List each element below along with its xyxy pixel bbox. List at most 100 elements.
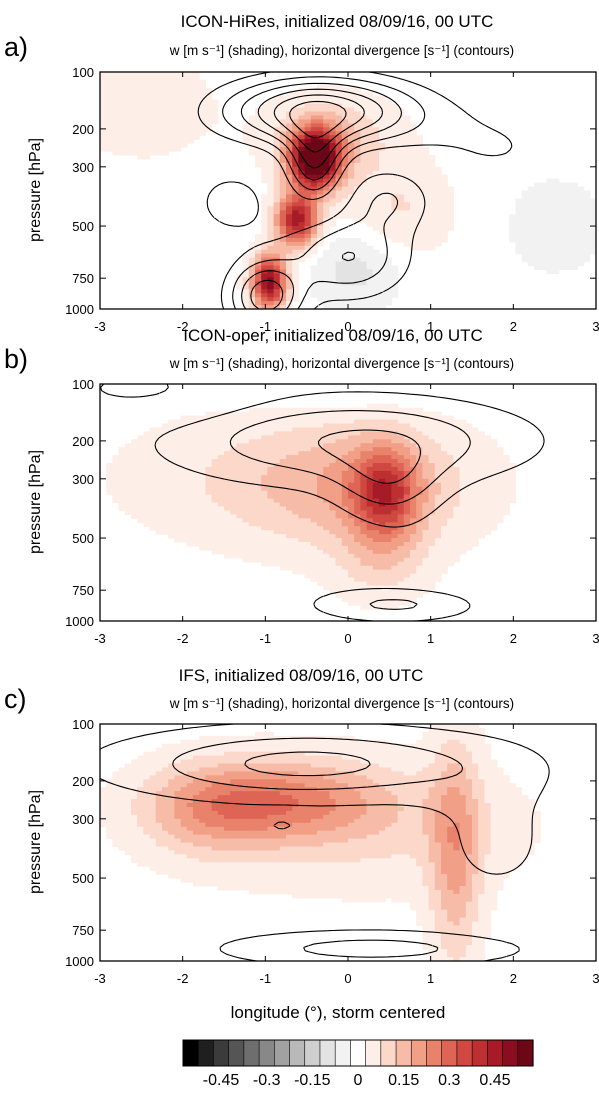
shading-cell bbox=[341, 202, 349, 207]
shading-cell bbox=[335, 194, 343, 199]
shading-cell bbox=[193, 854, 200, 859]
shading-cell bbox=[379, 573, 386, 579]
shading-cell bbox=[329, 158, 337, 164]
shading-cell bbox=[137, 759, 144, 765]
shading-cell bbox=[397, 569, 405, 575]
shading-cell bbox=[267, 455, 275, 460]
shading-cell bbox=[484, 478, 492, 484]
shading-cell bbox=[403, 455, 411, 460]
shading-cell bbox=[447, 435, 454, 440]
shading-cell bbox=[385, 510, 392, 515]
shading-cell bbox=[236, 439, 244, 444]
shading-cell bbox=[416, 498, 423, 504]
shading-cell bbox=[155, 783, 163, 788]
shading-cell bbox=[279, 226, 287, 231]
shading-cell bbox=[546, 206, 554, 211]
shading-cell bbox=[360, 526, 368, 531]
shading-cell bbox=[552, 269, 560, 275]
shading-cell bbox=[403, 162, 411, 168]
shading-cell bbox=[168, 510, 175, 515]
shading-cell bbox=[503, 502, 510, 508]
shading-cell bbox=[503, 506, 510, 511]
shading-cell bbox=[279, 451, 287, 456]
shading-cell bbox=[360, 474, 368, 480]
shading-cell bbox=[341, 249, 349, 255]
shading-cell bbox=[186, 858, 194, 863]
shading-cell bbox=[348, 265, 355, 271]
shading-cell bbox=[193, 494, 200, 500]
shading-cell bbox=[298, 154, 306, 160]
shading-cell bbox=[248, 470, 256, 476]
shading-cell bbox=[273, 451, 281, 456]
shading-cell bbox=[335, 297, 343, 302]
shading-cell bbox=[354, 549, 361, 555]
shading-cell bbox=[341, 87, 349, 93]
shading-cell bbox=[131, 131, 138, 136]
shading-cell bbox=[279, 419, 287, 425]
shading-cell bbox=[403, 557, 411, 563]
shading-cell bbox=[286, 561, 293, 567]
shading-cell bbox=[323, 285, 330, 290]
shading-cell bbox=[106, 795, 113, 800]
shading-cell bbox=[410, 427, 417, 432]
shading-cell bbox=[317, 459, 324, 464]
shading-cell bbox=[329, 261, 337, 267]
shading-cell bbox=[193, 538, 200, 543]
shading-cell bbox=[100, 103, 107, 109]
shading-cell bbox=[112, 830, 120, 836]
shading-cell bbox=[323, 91, 330, 97]
shading-cell bbox=[248, 131, 256, 136]
shading-cell bbox=[155, 810, 163, 816]
shading-cell bbox=[354, 151, 361, 156]
shading-cell bbox=[447, 214, 454, 219]
shading-cell bbox=[193, 743, 200, 749]
shading-cell bbox=[521, 202, 529, 207]
shading-cell bbox=[341, 245, 349, 251]
shading-cell bbox=[428, 474, 436, 480]
shading-cell bbox=[261, 542, 268, 547]
shading-cell bbox=[335, 411, 343, 417]
shading-cell bbox=[403, 151, 411, 156]
shading-cell bbox=[149, 498, 157, 504]
shading-cell bbox=[527, 233, 535, 239]
shading-cell bbox=[124, 143, 132, 148]
shading-cell bbox=[348, 482, 355, 488]
shading-cell bbox=[422, 210, 430, 215]
shading-cell bbox=[317, 463, 324, 468]
shading-cell bbox=[323, 459, 330, 464]
shading-cell bbox=[453, 431, 461, 436]
shading-cell bbox=[317, 482, 324, 488]
shading-cell bbox=[193, 502, 200, 508]
shading-cell bbox=[267, 249, 275, 255]
shading-cell bbox=[255, 269, 262, 275]
shading-cell bbox=[286, 431, 293, 436]
shading-cell bbox=[385, 403, 392, 409]
shading-cell bbox=[348, 301, 355, 306]
shading-cell bbox=[379, 561, 386, 567]
shading-cell bbox=[193, 747, 200, 753]
shading-cell bbox=[416, 151, 423, 156]
shading-cell bbox=[279, 115, 287, 120]
shading-cell bbox=[453, 455, 461, 460]
shading-cell bbox=[112, 91, 120, 97]
shading-cell bbox=[546, 182, 554, 188]
shading-cell bbox=[310, 498, 318, 504]
shading-cell bbox=[273, 557, 281, 563]
shading-cell bbox=[335, 147, 343, 152]
shading-cell bbox=[335, 127, 343, 132]
shading-cell bbox=[453, 502, 461, 508]
shading-cell bbox=[379, 482, 386, 488]
shading-cell bbox=[366, 131, 374, 136]
shading-cell bbox=[385, 162, 392, 168]
shading-cell bbox=[379, 190, 386, 196]
shading-cell bbox=[255, 494, 262, 500]
shading-cell bbox=[366, 451, 374, 456]
shading-cell bbox=[348, 273, 355, 278]
shading-cell bbox=[379, 170, 386, 176]
shading-cell bbox=[360, 135, 368, 140]
shading-cell bbox=[428, 581, 436, 587]
shading-cell bbox=[403, 482, 411, 488]
shading-cell bbox=[434, 431, 442, 436]
shading-cell bbox=[354, 561, 361, 567]
shading-cell bbox=[385, 147, 392, 152]
